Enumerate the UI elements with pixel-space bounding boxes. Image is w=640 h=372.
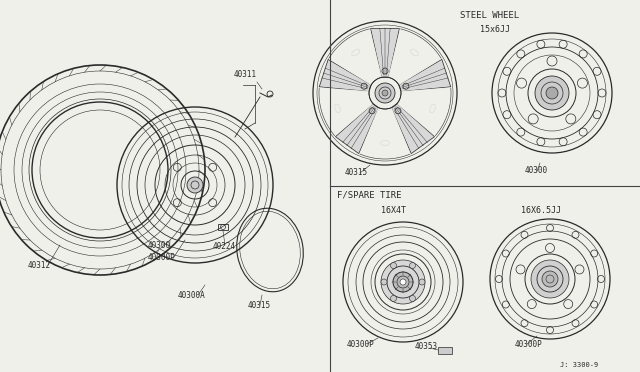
Ellipse shape bbox=[352, 49, 360, 56]
Circle shape bbox=[390, 263, 397, 269]
Text: J: 3300-9: J: 3300-9 bbox=[560, 362, 598, 368]
Polygon shape bbox=[319, 60, 371, 92]
Text: 40300: 40300 bbox=[148, 241, 171, 250]
Ellipse shape bbox=[430, 104, 435, 113]
Polygon shape bbox=[397, 88, 451, 136]
Circle shape bbox=[419, 279, 425, 285]
Circle shape bbox=[410, 295, 415, 301]
Circle shape bbox=[542, 271, 558, 287]
Circle shape bbox=[393, 272, 413, 292]
Text: 40300P: 40300P bbox=[148, 253, 176, 262]
Text: 40311: 40311 bbox=[234, 70, 257, 79]
Text: 40224: 40224 bbox=[213, 242, 236, 251]
Circle shape bbox=[187, 177, 203, 193]
Circle shape bbox=[381, 260, 425, 304]
Text: 40315: 40315 bbox=[345, 168, 368, 177]
Text: 40315: 40315 bbox=[248, 301, 271, 310]
Polygon shape bbox=[329, 29, 381, 84]
Circle shape bbox=[382, 90, 388, 96]
Polygon shape bbox=[360, 108, 410, 159]
Text: STEEL WHEEL: STEEL WHEEL bbox=[460, 11, 519, 20]
Text: 40300A: 40300A bbox=[178, 291, 205, 300]
Polygon shape bbox=[335, 103, 379, 154]
Circle shape bbox=[375, 83, 395, 103]
Ellipse shape bbox=[335, 104, 340, 113]
Text: 40353: 40353 bbox=[415, 342, 438, 351]
FancyBboxPatch shape bbox=[218, 224, 228, 230]
Text: 15x6JJ: 15x6JJ bbox=[480, 25, 510, 34]
Circle shape bbox=[531, 260, 569, 298]
Ellipse shape bbox=[410, 49, 419, 56]
Circle shape bbox=[410, 263, 415, 269]
Text: F/SPARE TIRE: F/SPARE TIRE bbox=[337, 190, 401, 199]
Text: 40312: 40312 bbox=[28, 261, 51, 270]
Text: 40300: 40300 bbox=[525, 166, 548, 175]
Circle shape bbox=[535, 76, 569, 110]
Text: 16X4T: 16X4T bbox=[381, 206, 406, 215]
Text: 40300P: 40300P bbox=[347, 340, 375, 349]
Polygon shape bbox=[389, 29, 441, 84]
Circle shape bbox=[546, 87, 558, 99]
Ellipse shape bbox=[381, 141, 390, 145]
Polygon shape bbox=[319, 88, 372, 136]
Text: 40300P: 40300P bbox=[515, 340, 543, 349]
Circle shape bbox=[400, 279, 406, 285]
Text: 16X6.5JJ: 16X6.5JJ bbox=[521, 206, 561, 215]
Polygon shape bbox=[399, 60, 451, 92]
FancyBboxPatch shape bbox=[438, 347, 452, 354]
Polygon shape bbox=[371, 29, 399, 77]
Circle shape bbox=[390, 295, 397, 301]
Circle shape bbox=[381, 279, 387, 285]
Polygon shape bbox=[391, 103, 435, 154]
